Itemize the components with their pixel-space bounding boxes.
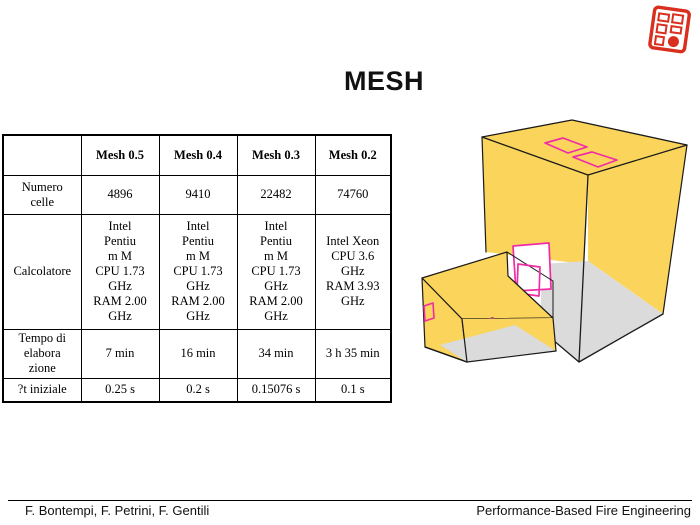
- top-vent-outline: [572, 151, 618, 168]
- tall-box-left-edge: [481, 136, 487, 253]
- footer-divider: [8, 500, 692, 501]
- table-cell: 74760: [314, 174, 392, 215]
- seal-glyph: [655, 23, 668, 35]
- small-box-front-edge: [461, 318, 468, 363]
- table-cell: Intel Xeon CPU 3.6 GHz RAM 3.93 GHz: [314, 213, 392, 330]
- mesh-3d-graphic: [421, 119, 688, 363]
- table-cell: 22482: [236, 174, 316, 215]
- small-box-hidden-edges: [506, 251, 554, 323]
- footer-authors: F. Bontempi, F. Petrini, F. Gentili: [25, 503, 210, 518]
- tall-box-front-edge: [578, 174, 589, 363]
- table-cell: Intel Pentiu m M CPU 1.73 GHz RAM 2.00 G…: [236, 213, 316, 330]
- table-cell: 16 min: [158, 328, 238, 379]
- small-box-right-edge: [552, 317, 557, 352]
- table-cell: 9410: [158, 174, 238, 215]
- tall-box-floor: [540, 261, 663, 362]
- table-row-dt-iniziale: ?t iniziale 0.25 s 0.2 s 0.15076 s 0.1 s: [2, 377, 392, 403]
- table-cell: Intel Pentiu m M CPU 1.73 GHz RAM 2.00 G…: [158, 213, 238, 330]
- table-cell: 7 min: [80, 328, 160, 379]
- table-row-calcolatore: Calcolatore Intel Pentiu m M CPU 1.73 GH…: [2, 213, 392, 330]
- table-cell: Intel Pentiu m M CPU 1.73 GHz RAM 2.00 G…: [80, 213, 160, 330]
- row-label: Calcolatore: [2, 213, 82, 330]
- table-row-numero-celle: Numero celle 4896 9410 22482 74760: [2, 174, 392, 215]
- slide-title: MESH: [343, 66, 424, 96]
- small-box-left-vent: [423, 302, 435, 322]
- wall-window-vent: [512, 242, 552, 292]
- table-header-row: Mesh 0.5 Mesh 0.4 Mesh 0.3 Mesh 0.2: [2, 134, 392, 176]
- table-cell: 0.25 s: [80, 377, 160, 403]
- column-header-mesh02: Mesh 0.2: [314, 134, 392, 176]
- seal-glyph: [669, 25, 683, 35]
- column-header-mesh05: Mesh 0.5: [80, 134, 160, 176]
- table-cell: 34 min: [236, 328, 316, 379]
- mesh-results-table: Mesh 0.5 Mesh 0.4 Mesh 0.3 Mesh 0.2 Nume…: [2, 134, 392, 403]
- table-cell: 4896: [80, 174, 160, 215]
- row-label: Tempo di elabora zione: [2, 328, 82, 379]
- table-cell: 0.15076 s: [236, 377, 316, 403]
- seal-logo: [645, 4, 695, 56]
- seal-dot: [667, 36, 679, 48]
- tall-box-right-wall: [588, 145, 687, 314]
- tall-box-right-edge: [662, 144, 688, 315]
- mesh-3d-figure: [400, 110, 700, 380]
- column-header-mesh04: Mesh 0.4: [158, 134, 238, 176]
- table-cell: 0.1 s: [314, 377, 392, 403]
- seal-border: [648, 5, 691, 54]
- top-vent-outline: [544, 137, 588, 154]
- row-label: ?t iniziale: [2, 377, 82, 403]
- seal-glyph: [657, 12, 671, 23]
- seal-glyph: [670, 13, 685, 25]
- column-header-empty: [2, 134, 82, 176]
- column-header-mesh03: Mesh 0.3: [236, 134, 316, 176]
- small-box-side-vent: [516, 263, 541, 297]
- seal-glyph: [653, 34, 666, 47]
- table-cell: 3 h 35 min: [314, 328, 392, 379]
- table-row-tempo-elaborazione: Tempo di elabora zione 7 min 16 min 34 m…: [2, 328, 392, 379]
- tall-box-left-wall: [482, 137, 588, 264]
- seal-logo-graphic: [648, 5, 691, 54]
- table-cell: 0.2 s: [158, 377, 238, 403]
- small-box-interior-floor: [440, 325, 556, 362]
- footer-subject: Performance-Based Fire Engineering: [476, 503, 691, 518]
- row-label: Numero celle: [2, 174, 82, 215]
